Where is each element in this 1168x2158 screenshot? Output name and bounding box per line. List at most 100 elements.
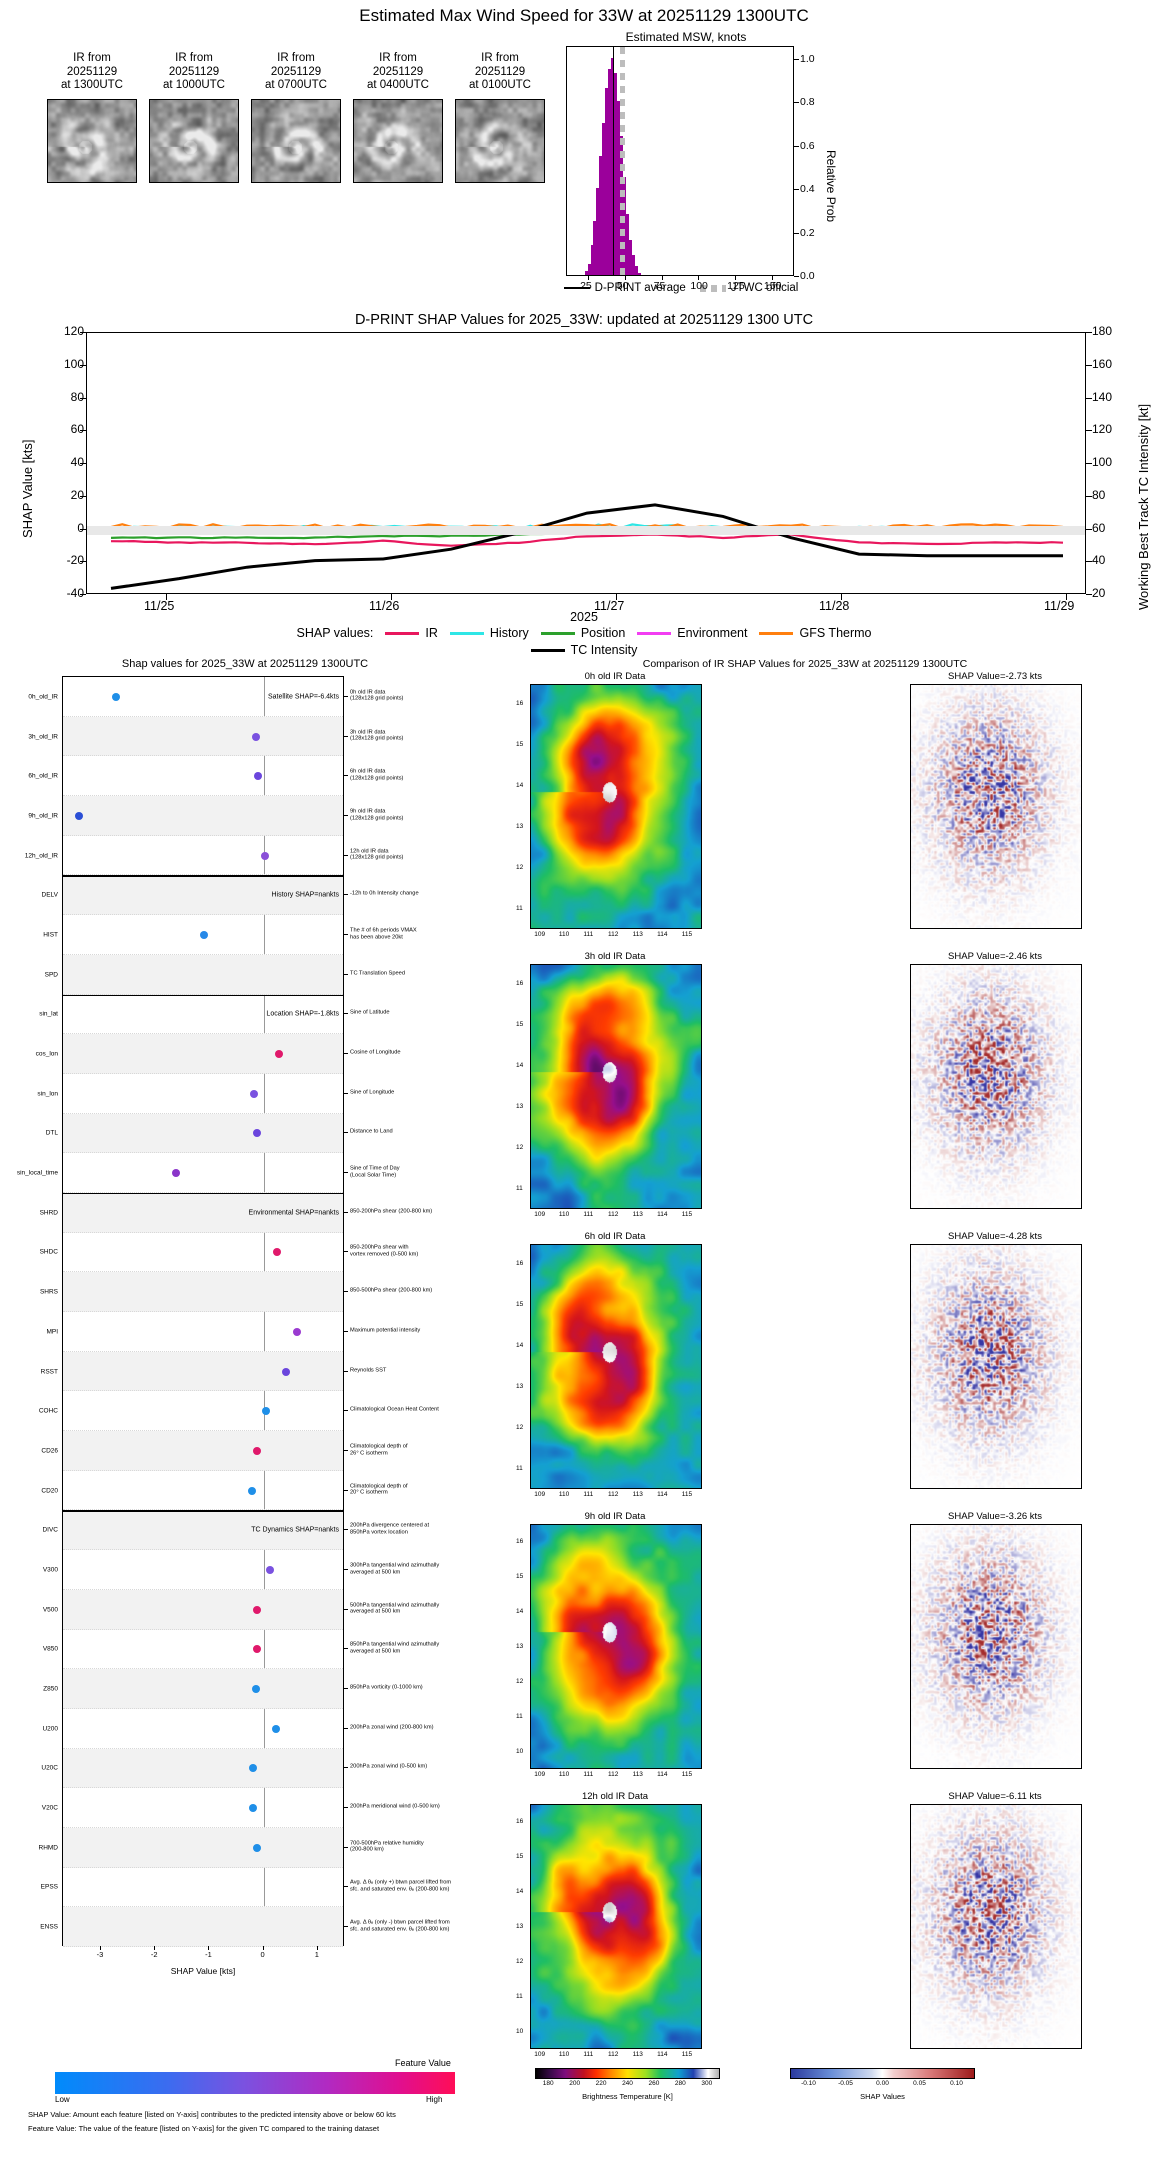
shap-feature-label: 9h_old_IR [28,812,58,820]
timeseries-y-tick: 20 [70,487,84,502]
shap-row-tickmark [344,1489,348,1491]
shap-row-tickmark [344,973,348,975]
histogram-bar [617,101,620,275]
ir-map-x-tick: 114 [657,1491,668,1498]
shap-row-tickmark [344,1846,348,1848]
ir-map-y-tick: 15 [516,741,524,749]
shap-x-tick: -2 [150,1950,158,1959]
shap-feature-description: 9h old IR data (128x128 grid points) [350,808,500,821]
description-line: Maximum potential intensity [350,1327,421,1334]
description-line: (128x128 grid points) [350,814,404,821]
description-line: 9h old IR data [350,808,386,815]
shap-values-colorbar [790,2068,975,2079]
ir-caption-line1: IR from [277,52,315,64]
ir-map-x-tick: 114 [657,931,668,938]
shap-value-title-3: SHAP Value=-3.26 kts [948,1511,1042,1522]
shap-feature-label: SPD [44,971,58,979]
shap-row-tickmark [344,1211,348,1213]
shap-value-dot [200,930,208,939]
ir-colorbar-tick: 200 [569,2080,581,2087]
ir-map-y-tick: 16 [516,1260,524,1268]
description-line: 850hPa vortex location [350,1529,408,1536]
shap-feature-row [63,954,343,995]
shap-colorbar-tick: 0.10 [950,2080,963,2087]
shap-feature-row [63,1868,343,1908]
shap-feature-description: 200hPa zonal wind (200-800 km) [350,1724,500,1731]
ir-thumbnail-2: IR from 20251129 at 0700UTC [250,52,342,183]
shap-feature-row [63,1748,343,1789]
timeseries-y-tickmark [80,430,86,432]
ir-map-y-tick: 16 [516,980,524,988]
shap-value-dot [248,1804,257,1813]
ir-map-y-tick: 11 [516,1464,523,1472]
shap-feature-description: Climatological depth of 20° C isotherm [350,1483,500,1496]
timeseries-y2-tickmark [1086,463,1092,464]
shap-feature-description: Sine of Time of Day (Local Solar Time) [350,1166,500,1179]
histogram-y-tick: 0.8 [800,96,815,109]
description-line: (128x128 grid points) [350,775,404,782]
ir-map-x-tick: 111 [583,1771,594,1778]
shap-feature-description: Cosine of Longitude [350,1050,500,1057]
description-line: -12h to 0h Intensity change [350,890,419,897]
shap-row-tickmark [344,1807,348,1809]
ir-caption-line2: 20251129 [66,65,118,78]
shap-row-tickmark [344,1370,348,1372]
histogram-bar [608,68,612,275]
shap-value-dot [247,1486,256,1495]
ir-map-y-tick: 13 [516,1102,524,1110]
ir-map-y-tick: 13 [516,1382,524,1390]
shap-feature-row [63,1034,343,1074]
ir-caption-line1: IR from [481,52,519,64]
histogram-y-tickmark [794,189,799,191]
shap-feature-row [63,1827,343,1868]
shap-value-dot [251,732,260,741]
timeseries-y-tickmark [80,561,86,563]
shap-feature-description: 850-200hPa shear (200-800 km) [350,1208,500,1215]
description-line: Climatological Ocean Heat Content [350,1406,439,1413]
ir-map-x-tick: 110 [558,1771,570,1778]
shap-feature-description: Reynolds SST [350,1367,500,1374]
shap-feature-description: 850hPa vorticity (0-1000 km) [350,1685,500,1692]
description-line: (200-800 km) [350,1846,384,1853]
shap-group-label: Satellite SHAP=-6.4kts [267,693,339,701]
shap-group-label: Location SHAP=-1.8kts [266,1010,339,1018]
timeseries-x-tick: 11/25 [144,599,175,613]
description-line: 200hPa zonal wind (200-800 km) [350,1724,434,1731]
ir-map-x-tick: 111 [583,1491,594,1498]
shap-feature-label: SHDC [39,1248,58,1256]
histogram-y-tickmark [794,59,799,61]
timeseries-y2-tickmark [1086,528,1092,530]
description-line: 200hPa divergence centered at [350,1522,430,1529]
description-line: 12h old IR data [350,848,389,854]
ir-map-y-tick: 15 [516,1852,524,1860]
shap-feature-row [63,1471,343,1511]
shap-feature-label: DELV [41,891,59,899]
timeseries-y2-tick: 60 [1092,520,1106,535]
description-line: vortex removed (0-500 km) [350,1251,419,1258]
ir-caption-line1: IR from [73,52,111,64]
shap-feature-label: CD20 [41,1487,58,1495]
description-line: 200hPa zonal wind (0-500 km) [350,1764,428,1771]
timeseries-x-tickmark [616,594,617,600]
brightness-temperature-colorbar [535,2068,720,2079]
timeseries-x-axis-label: 2025 [570,610,598,624]
shap-feature-label: sin_lon [37,1090,58,1098]
shap-row-tickmark [344,1727,348,1729]
ir-map-y-tick: 10 [516,1747,524,1755]
histogram-x-tick: 50 [616,280,629,292]
ir-data-map-4 [530,1804,702,2049]
shap-feature-row [63,1113,343,1154]
histogram-y-tick: 0.0 [800,270,815,282]
shap-feature-row [63,1233,343,1273]
description-line: 850-200hPa shear with [350,1244,409,1251]
shap-x-tickmark [316,1946,318,1950]
description-line: 3h old IR data [350,728,386,735]
ir-caption-line3: at 0400UTC [366,79,429,91]
shap-feature-row [63,1788,343,1828]
ir-map-x-tick: 111 [583,1211,594,1218]
ir-map-x-tick: 112 [608,1211,619,1218]
shap-value-map-1 [910,964,1082,1209]
description-line: The # of 6h periods VMAX [350,927,417,934]
shap-colorbar-tick: -0.10 [801,2080,816,2087]
jtwc-official-line [619,47,625,275]
